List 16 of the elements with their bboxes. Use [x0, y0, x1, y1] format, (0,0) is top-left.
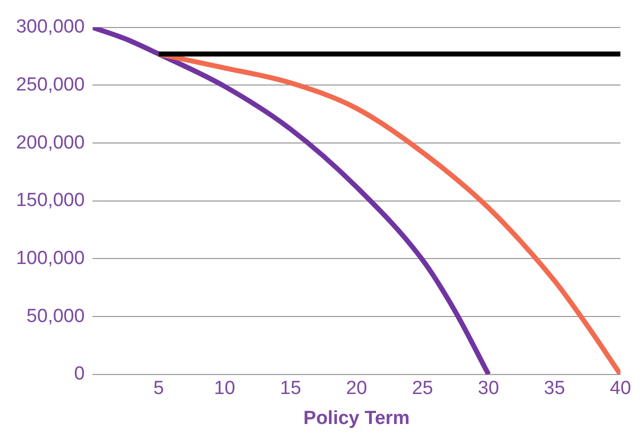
x-tick-label: 30: [478, 378, 500, 400]
y-tick-label: 50,000: [26, 306, 85, 327]
x-tick-label: 35: [544, 378, 566, 400]
y-tick-label: 100,000: [16, 248, 85, 269]
y-tick-label: 300,000: [16, 16, 85, 38]
y-tick-label: 250,000: [16, 74, 85, 96]
x-tick-label: 40: [610, 378, 632, 400]
y-tick-label: 200,000: [16, 132, 85, 154]
x-tick-label: 5: [153, 378, 164, 400]
y-tick-label: 0: [74, 364, 85, 385]
x-tick-label: 25: [412, 378, 434, 400]
x-tick-label: 15: [280, 378, 302, 400]
x-tick-label: 20: [346, 378, 368, 400]
x-axis-title: Policy Term: [303, 408, 410, 429]
y-tick-label: 150,000: [16, 190, 85, 212]
x-tick-label: 10: [214, 378, 236, 400]
